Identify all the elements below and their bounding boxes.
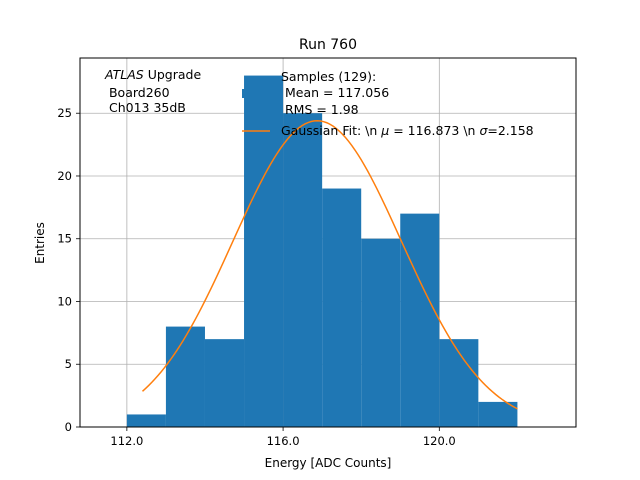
gaussian-fit-line (141, 120, 518, 410)
atlas-annotation: ATLAS Upgrade Board260 Ch013 35dB (104, 67, 201, 115)
histogram-bar (322, 188, 362, 427)
board-label: Board260 (105, 85, 170, 100)
histogram-bar (165, 326, 205, 427)
legend: Samples (129): Mean = 117.056 RMS = 1.98… (242, 69, 534, 138)
gaussian-fit (141, 120, 518, 410)
histogram-bar (439, 339, 479, 427)
x-tick-label: 116.0 (267, 434, 300, 448)
histogram-bar (478, 401, 518, 427)
x-axis-label: Energy [ADC Counts] (265, 456, 392, 470)
legend-fit-label: Gaussian Fit: \n μ = 116.873 \n σ=2.158 (281, 123, 534, 138)
y-tick-label: 5 (65, 357, 72, 371)
channel-label: Ch013 35dB (105, 100, 186, 115)
histogram-bar (204, 339, 245, 427)
legend-hist-swatch (242, 89, 270, 98)
histogram-bar (244, 75, 284, 428)
x-axis-ticks: 112.0 116.0 120.0 (110, 427, 456, 448)
atlas-label: ATLAS (104, 67, 144, 82)
y-tick-label: 0 (65, 420, 72, 434)
x-tick-label: 120.0 (423, 434, 456, 448)
histogram-bar (126, 414, 166, 427)
y-tick-label: 10 (57, 294, 72, 308)
y-tick-label: 20 (57, 169, 72, 183)
y-axis-ticks: 0 5 10 15 20 25 (57, 106, 80, 434)
histogram-bar (400, 213, 440, 427)
histogram-bars (126, 75, 518, 428)
legend-hist-line2: Mean = 117.056 (281, 85, 389, 100)
x-tick-label: 112.0 (110, 434, 143, 448)
chart-title: Run 760 (299, 37, 357, 53)
upgrade-label: Upgrade (144, 67, 202, 82)
plot-frame (79, 57, 577, 428)
y-tick-label: 25 (57, 106, 72, 120)
histogram-bar (283, 113, 323, 427)
legend-hist-line3: RMS = 1.98 (281, 102, 359, 117)
histogram-bar (361, 238, 401, 427)
svg-text:ATLAS Upgrade: ATLAS Upgrade (104, 67, 201, 82)
legend-hist-line1: Samples (129): (281, 69, 376, 84)
y-tick-label: 15 (57, 232, 72, 246)
y-axis-label: Entries (33, 222, 47, 264)
